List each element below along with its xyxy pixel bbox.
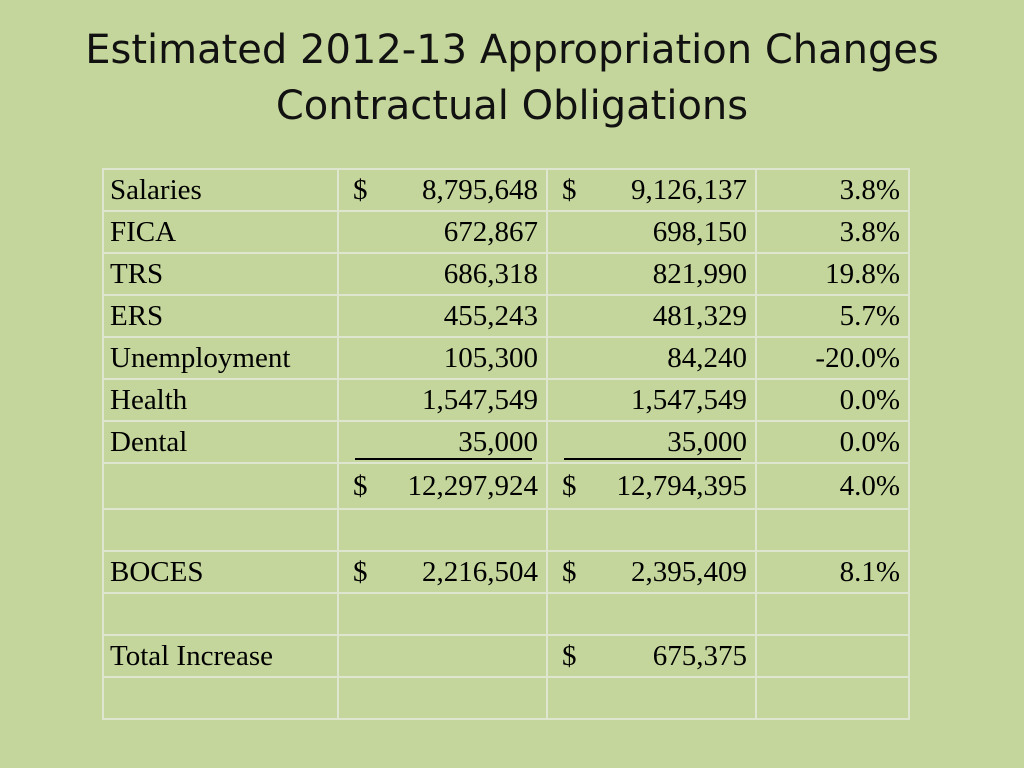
slide-title: Estimated 2012-13 Appropriation Changes … [0,22,1024,134]
value-2012-13: 1,547,549 [546,378,757,422]
table-row-total-increase: Total Increase $675,375 [102,634,910,678]
row-label: BOCES [102,550,339,594]
value-2012-13 [546,676,757,720]
dollar-sign: $ [562,469,577,502]
dollar-sign: $ [353,469,368,502]
percent-change [755,676,910,720]
dollar-sign: $ [353,173,368,206]
amount: 2,395,409 [631,555,747,588]
percent-change: 19.8% [755,252,910,296]
amount: 9,126,137 [631,173,747,206]
value-2011-12: 686,318 [337,252,548,296]
value-2012-13: $9,126,137 [546,168,757,212]
value-2012-13: 481,329 [546,294,757,338]
table-row-trs: TRS 686,318 821,990 19.8% [102,252,910,296]
table-row-ers: ERS 455,243 481,329 5.7% [102,294,910,338]
amount: 35,000 [458,425,538,458]
value-2012-13: 698,150 [546,210,757,254]
dollar-sign: $ [562,639,577,672]
value-2011-12 [337,508,548,552]
percent-change [755,508,910,552]
value-2011-12: 1,547,549 [337,378,548,422]
value-2011-12: $2,216,504 [337,550,548,594]
value-2012-13 [546,592,757,636]
dollar-sign: $ [353,555,368,588]
row-label: FICA [102,210,339,254]
table-row-salaries: Salaries $8,795,648 $9,126,137 3.8% [102,168,910,212]
table-row-fica: FICA 672,867 698,150 3.8% [102,210,910,254]
value-2011-12: 105,300 [337,336,548,380]
table-row-empty [102,676,910,720]
amount: 686,318 [443,257,538,290]
amount: 8,795,648 [422,173,538,206]
percent-change: 0.0% [755,378,910,422]
amount: 12,794,395 [616,469,748,502]
slide-title-line-2: Contractual Obligations [275,83,749,129]
percent-change: 5.7% [755,294,910,338]
amount: 1,547,549 [422,383,538,416]
value-2011-12: $12,297,924 [337,462,548,510]
amount: 35,000 [667,425,747,458]
amount: 12,297,924 [407,469,539,502]
table-row-empty [102,508,910,552]
percent-change: -20.0% [755,336,910,380]
value-2012-13: 84,240 [546,336,757,380]
value-2011-12 [337,592,548,636]
appropriation-table: Salaries $8,795,648 $9,126,137 3.8% FICA… [102,168,910,720]
amount: 672,867 [443,215,538,248]
row-label: Health [102,378,339,422]
value-2012-13: $12,794,395 [546,462,757,510]
table-row-unemployment: Unemployment 105,300 84,240 -20.0% [102,336,910,380]
amount: 821,990 [652,257,747,290]
row-label [102,592,339,636]
row-label: TRS [102,252,339,296]
sum-underline [355,458,532,460]
percent-change: 8.1% [755,550,910,594]
value-2011-12 [337,634,548,678]
table-row-dental: Dental 35,000 35,000 0.0% [102,420,910,464]
row-label [102,508,339,552]
amount: 455,243 [443,299,538,332]
row-label: Dental [102,420,339,464]
row-label [102,676,339,720]
row-label: ERS [102,294,339,338]
percent-change: 4.0% [755,462,910,510]
table-row-empty [102,592,910,636]
percent-change: 0.0% [755,420,910,464]
amount: 105,300 [443,341,538,374]
percent-change [755,634,910,678]
table-row-health: Health 1,547,549 1,547,549 0.0% [102,378,910,422]
value-2011-12: 455,243 [337,294,548,338]
percent-change: 3.8% [755,168,910,212]
row-label: Total Increase [102,634,339,678]
amount: 481,329 [652,299,747,332]
value-2011-12: 35,000 [337,420,548,464]
value-2011-12: 672,867 [337,210,548,254]
value-2011-12: $8,795,648 [337,168,548,212]
value-2012-13: 821,990 [546,252,757,296]
value-2012-13: $2,395,409 [546,550,757,594]
amount: 1,547,549 [631,383,747,416]
row-label: Unemployment [102,336,339,380]
table-row-subtotal: $12,297,924 $12,794,395 4.0% [102,462,910,510]
row-label: Salaries [102,168,339,212]
table-row-boces: BOCES $2,216,504 $2,395,409 8.1% [102,550,910,594]
value-2012-13: 35,000 [546,420,757,464]
dollar-sign: $ [562,555,577,588]
value-2011-12 [337,676,548,720]
percent-change [755,592,910,636]
amount: 84,240 [667,341,747,374]
value-2012-13 [546,508,757,552]
row-label [102,462,339,510]
amount: 698,150 [652,215,747,248]
value-2012-13: $675,375 [546,634,757,678]
amount: 2,216,504 [422,555,538,588]
amount: 675,375 [652,639,747,672]
percent-change: 3.8% [755,210,910,254]
slide-title-line-1: Estimated 2012-13 Appropriation Changes [85,27,939,73]
dollar-sign: $ [562,173,577,206]
sum-underline [564,458,741,460]
